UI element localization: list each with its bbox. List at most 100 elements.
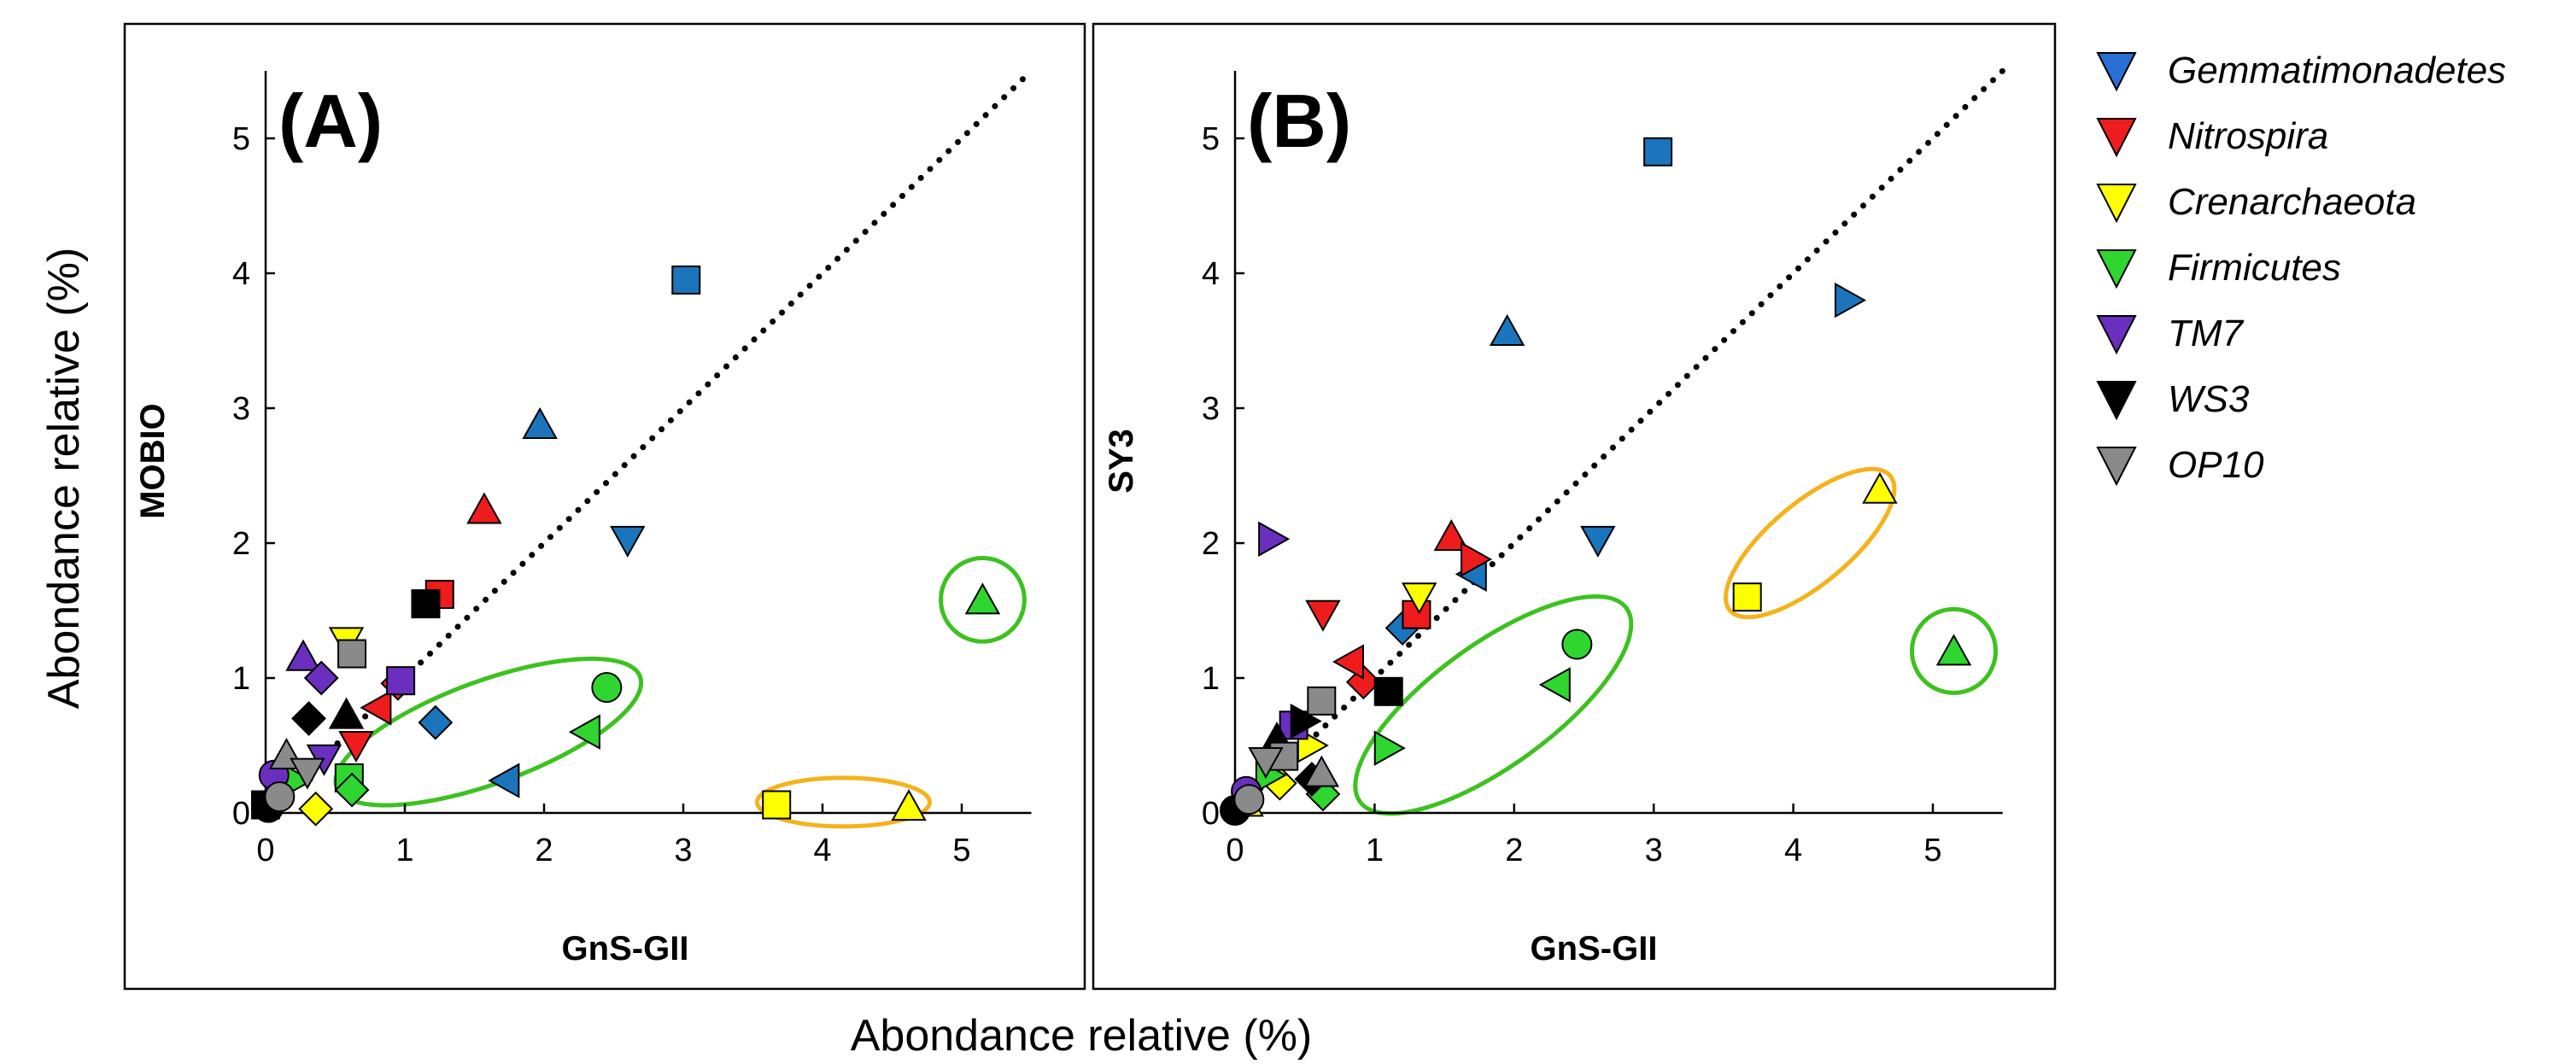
panel-a-point-triangle-left [488,763,520,798]
panel-b-point-triangle-right [1290,703,1322,740]
panel-b-point-triangle-up [1433,519,1469,552]
panel-b-point-circle [1561,628,1593,660]
panel-b-point-triangle-down [1248,746,1284,780]
legend-label-ws3: WS3 [2168,378,2250,420]
panel-a: 0 1 2 3 4 5 0 1 2 3 4 5 (A) GnS-GII MOBIO [123,22,1086,991]
panel-b-highlight-ellipse [1724,466,1897,620]
legend-marker-tm7 [2096,315,2137,355]
panel-b-highlight-rings [1353,466,1999,816]
panel-a-x-tick-label: 4 [813,833,831,868]
legend: Gemmatimonadetes Nitrospira Crenarchaeota F… [2096,50,2506,487]
panel-b-point-triangle-right [1461,541,1493,577]
panel-a-point-triangle-up [466,492,502,524]
panel-b-frame [1092,22,2057,991]
legend-marker-nitrospira [2096,118,2137,158]
panel-b-x-tick-label: 3 [1645,833,1663,868]
panel-b-x-tick-label: 1 [1366,833,1384,868]
common-x-axis-title: Abondance relative (%) [851,1011,1313,1061]
panel-a-point-triangle-left [568,714,600,750]
panel-a-point-triangle-down [610,525,646,558]
panel-b-x-tick-label: 4 [1784,833,1802,868]
panel-a-point-diamond [291,700,326,736]
panel-a-highlight-ellipse [754,775,933,829]
panel-a-x-tick-label: 5 [952,833,970,868]
panel-b-point-triangle-right [1834,282,1867,319]
legend-label-gemmatimonadetes: Gemmatimonadetes [2168,50,2506,91]
panel-a-point-triangle-up [964,582,1001,615]
panel-b-point-square [1373,676,1403,706]
legend-marker-op10 [2096,447,2137,487]
panel-a-x-axis-title: GnS-GII [562,930,689,968]
panel-a-y-tick-label: 4 [232,256,250,292]
panel-b-y-tick-label: 2 [1202,526,1220,562]
panel-b-point-triangle-down [1580,525,1616,558]
panel-b-y-tick-label: 3 [1202,391,1220,427]
panel-a-point-square [337,639,367,669]
panel-b-point-triangle-up [1935,634,1972,666]
panel-a-point-square [671,265,701,295]
panel-a-point-triangle-up [522,406,558,439]
legend-label-crenarchaeota: Crenarchaeota [2168,181,2416,223]
panel-a-point-triangle-left [360,690,392,726]
panel-a-point-triangle-up [328,697,365,729]
legend-label-op10: OP10 [2168,444,2264,486]
panel-a-y-tick-label: 0 [232,796,250,832]
panel-b-x-tick-label: 2 [1505,833,1523,868]
panel-a-point-circle [591,672,623,704]
panel-a-x-tick-label: 2 [535,833,553,868]
panel-b-point-triangle-left [1538,667,1571,703]
panel-b-point-square [1643,137,1673,167]
panel-a-axes: 0 1 2 3 4 5 0 1 2 3 4 5 [232,71,1032,868]
legend-marker-ws3 [2096,381,2137,421]
legend-marker-gemmatimonadetes [2096,52,2137,92]
panel-a-frame [123,22,1086,991]
panel-a-point-diamond [334,772,370,808]
panel-b-point-circle [1233,784,1265,816]
panel-b-label: (B) [1247,79,1351,163]
panel-a-y-tick-label: 3 [232,391,250,427]
panel-a-point-diamond [303,660,339,696]
panel-a-label: (A) [278,79,383,163]
panel-b-point-triangle-up [1489,313,1525,346]
panel-b-point-triangle-up [1303,755,1340,787]
panel-b-y-tick-label: 4 [1202,256,1220,292]
legend-marker-crenarchaeota [2096,184,2137,224]
panel-a-y-axis-title: MOBIO [134,403,172,519]
panel-b-point-square [1307,686,1337,716]
panel-a-point-circle [264,781,296,813]
panel-a-identity-line [269,67,1034,810]
panel-a-x-tick-label: 0 [256,833,274,868]
panel-b-point-triangle-down [1401,582,1437,615]
panel-b-point-triangle-down [1305,599,1341,632]
panel-b-point-square [1732,582,1762,612]
panel-b-point-triangle-right [1258,521,1291,557]
legend-marker-firmicutes [2096,249,2137,289]
panel-a-y-tick-label: 2 [232,526,250,562]
panel-b-point-triangle-right [1373,730,1406,766]
panel-a-point-triangle-down [338,731,374,763]
panel-a-x-tick-label: 3 [674,833,692,868]
panel-a-point-triangle-up [285,639,321,671]
panel-a-point-square [386,666,416,696]
panel-a-highlight-circle [939,555,1027,644]
legend-label-nitrospira: Nitrospira [2168,115,2328,157]
panel-a-point-triangle-up [891,789,927,821]
panel-b-highlight-circle [1909,606,1999,695]
panel-b-point-triangle-up [1862,471,1898,504]
panel-a-x-tick-label: 1 [395,833,413,868]
panel-b-y-axis-title: SY3 [1103,429,1140,494]
common-y-axis-title: Abondance relative (%) [39,248,89,710]
panel-b-x-tick-label: 0 [1226,833,1244,868]
panel-b-points [1220,137,1972,826]
panel-b: 0 1 2 3 4 5 0 1 2 3 4 5 (B) GnS-GII SY3 [1092,22,2057,991]
legend-label-tm7: TM7 [2168,313,2245,354]
panel-a-points [251,265,1001,827]
panel-a-point-diamond [298,791,334,827]
panel-a-point-triangle-down [290,757,325,790]
panel-a-y-tick-label: 1 [232,661,250,697]
panel-a-point-square [411,589,441,619]
panel-a-point-diamond [418,704,454,740]
panel-b-axes: 0 1 2 3 4 5 0 1 2 3 4 5 [1202,71,2003,868]
panel-b-y-tick-label: 5 [1202,121,1220,157]
